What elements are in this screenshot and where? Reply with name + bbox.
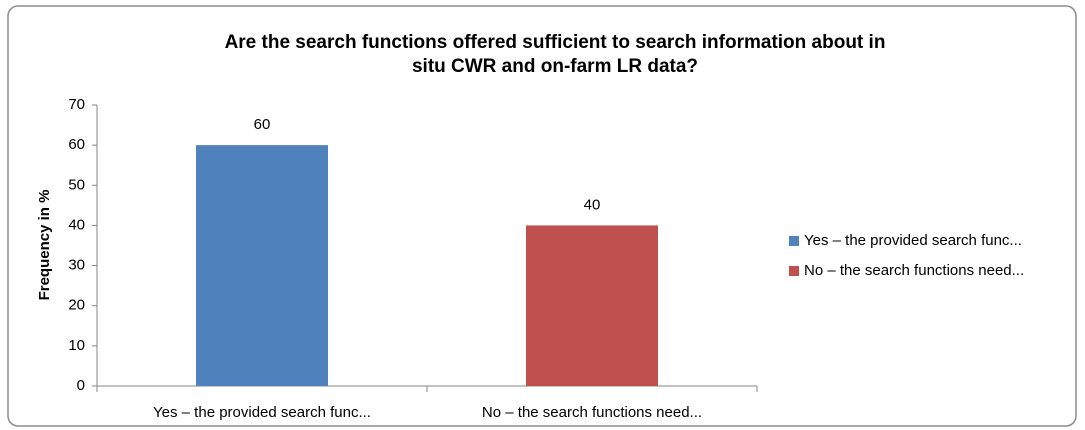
y-axis-label: Frequency in % [36,190,53,301]
x-tick-label: No – the search functions need... [482,404,702,421]
y-tick-label: 10 [68,337,85,354]
y-tick-label: 30 [68,257,85,274]
data-label: 40 [584,196,601,213]
y-tick-label: 70 [68,96,85,113]
bar [196,145,328,386]
y-tick-label: 50 [68,176,85,193]
y-tick-label: 60 [68,136,85,153]
legend-swatch [789,236,799,246]
y-tick-label: 20 [68,297,85,314]
y-tick-label: 40 [68,216,85,233]
legend-label: No – the search functions need... [804,262,1024,279]
chart-title: Are the search functions offered suffici… [225,32,886,53]
legend-swatch [789,266,799,276]
x-tick-label: Yes – the provided search func... [153,404,371,421]
chart-title: situ CWR and on-farm LR data? [412,56,698,77]
legend-label: Yes – the provided search func... [804,232,1022,249]
bar [526,225,658,386]
y-tick-label: 0 [77,377,85,394]
data-label: 60 [254,116,271,133]
